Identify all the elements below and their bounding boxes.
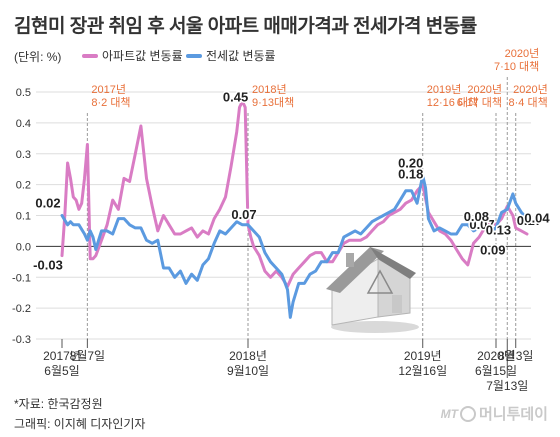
data-label: 0.08 [464,209,489,224]
data-labels: -0.030.020.450.070.200.180.070.080.090.1… [32,88,552,274]
y-tick-label: -0.1 [12,272,31,284]
y-tick-label: -0.3 [12,334,31,346]
x-tick-label: 6월15일 [475,364,517,378]
chart-title: 김현미 장관 취임 후 서울 아파트 매매가격과 전세가격 변동률 [14,16,477,37]
legend-item-jeonse: 전세값 변동률 [186,47,276,64]
data-label: 0.09 [480,242,505,257]
policy-label: 2020년 [505,47,540,60]
policy-label: 2017년 [91,83,126,96]
data-label: 0.07 [469,217,494,232]
data-label: 0.45 [223,89,248,104]
data-label: 0.07 [231,207,256,222]
legend-swatch-sale [82,53,98,58]
data-label: 0.17 [517,213,542,228]
x-tick-label: 7월13일 [486,379,528,393]
y-tick-label: 0.1 [16,211,31,223]
brand-mark: MT [440,406,458,421]
house-icon [326,247,419,333]
policy-label: 2018년 [252,83,287,96]
credit-note: 그래픽: 이지혜 디자인기자 [14,417,146,431]
data-label: 0.04 [524,211,550,226]
house-illustration [326,247,419,333]
brand-name: 머니투데이 [478,406,548,423]
policy-label: 6·17 대책 [457,96,502,109]
unit-label: (단위: %) [14,50,62,64]
x-tick-label: 2020년 [477,349,515,363]
policy-label: 8·2 대책 [91,96,130,109]
policy-label: 2020년 [513,83,548,96]
y-tick-label: 0.3 [16,149,31,161]
legend-label-jeonse: 전세값 변동률 [206,49,276,63]
brand-circle-icon [459,405,476,422]
y-tick-label: 0.2 [16,180,31,192]
data-label: 0.02 [35,196,60,211]
x-tick-label: 2019년 [404,349,442,363]
data-label: -0.03 [33,258,63,273]
y-tick-label: -0.2 [12,303,31,315]
y-tick-label: 0.5 [16,87,31,99]
policy-label: 9·13대책 [252,96,294,109]
x-tick-label: 2017년 [43,349,81,363]
policy-label: 12·16 대책 [427,96,478,109]
source-note: *자료: 한국감정원 [14,397,103,411]
legend-label-sale: 아파트값 변동률 [102,49,183,63]
policy-label: 8·4 대책 [509,96,548,109]
series-line-sale [60,99,529,288]
brand-logo: MT 머니투데이 [441,403,548,424]
policy-label: 2020년 [467,83,502,96]
x-tick-label: 8월7일 [70,349,105,363]
policy-label: 7·10 대책 [494,60,539,73]
policy-label: 2019년 [427,83,462,96]
x-tick-label: 2018년 [229,349,267,363]
data-label: 0.13 [486,222,511,237]
axes: -0.3-0.2-0.10.00.10.20.30.40.52017년6월5일8… [12,87,533,393]
x-tick-label: 12월16일 [398,364,447,378]
y-tick-label: 0.4 [16,118,31,130]
data-label: 0.20 [398,155,423,170]
y-tick-label: 0.0 [16,241,31,253]
legend-item-sale: 아파트값 변동률 [82,47,183,64]
data-label: 0.18 [398,167,423,182]
legend-swatch-jeonse [186,53,202,58]
x-tick-label: 9월10일 [227,364,269,378]
x-tick-label: 6월5일 [44,364,79,378]
x-tick-label: 8월3일 [498,349,533,363]
series-lines [60,99,529,319]
series-line-jeonse [60,173,529,319]
